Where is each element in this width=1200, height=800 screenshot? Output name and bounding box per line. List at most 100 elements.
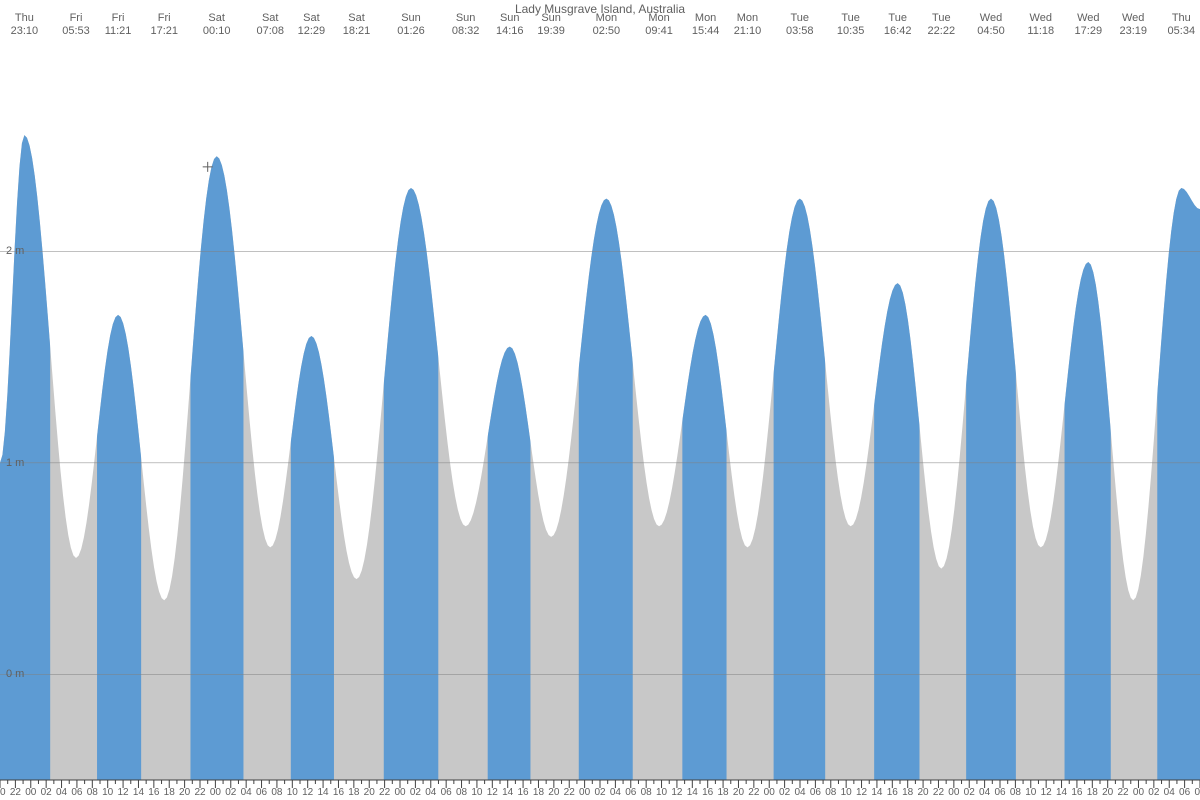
x-axis-label: 20 (918, 787, 929, 798)
header-column: Tue10:35 (837, 12, 865, 38)
header-day: Thu (11, 12, 39, 25)
header-day: Fri (62, 12, 90, 25)
header-time: 17:29 (1075, 25, 1103, 38)
x-axis-label: 08 (87, 787, 98, 798)
x-axis-label: 08 (825, 787, 836, 798)
header-column: Fri17:21 (150, 12, 178, 38)
x-axis-label: 06 (441, 787, 452, 798)
header-day: Mon (692, 12, 720, 25)
header-time: 01:26 (397, 25, 425, 38)
header-day: Sat (256, 12, 284, 25)
tide-chart: Lady Musgrave Island, Australia Thu23:10… (0, 0, 1200, 800)
x-axis-label: 00 (579, 787, 590, 798)
x-axis-label: 04 (56, 787, 67, 798)
x-axis-label: 22 (379, 787, 390, 798)
header-day: Tue (837, 12, 865, 25)
header-column: Tue22:22 (928, 12, 956, 38)
x-axis-label: 10 (656, 787, 667, 798)
header-day: Sat (203, 12, 231, 25)
header-column: Wed23:19 (1119, 12, 1147, 38)
header-day: Wed (1075, 12, 1103, 25)
header-column: Sun01:26 (397, 12, 425, 38)
x-axis-label: 02 (225, 787, 236, 798)
header-column: Sat00:10 (203, 12, 231, 38)
header-day: Sun (496, 12, 524, 25)
header-column: Sun08:32 (452, 12, 480, 38)
y-axis-label: 2 m (6, 245, 24, 257)
header-day: Sun (397, 12, 425, 25)
x-axis-label: 08 (271, 787, 282, 798)
header-time: 18:21 (343, 25, 371, 38)
x-axis-label: 12 (118, 787, 129, 798)
x-axis-label: 10 (1025, 787, 1036, 798)
header-time: 23:19 (1119, 25, 1147, 38)
header-column: Thu23:10 (11, 12, 39, 38)
x-axis-label: 06 (994, 787, 1005, 798)
header-time: 12:29 (298, 25, 326, 38)
header-day: Mon (734, 12, 762, 25)
x-axis-label: 04 (425, 787, 436, 798)
header-time: 17:21 (150, 25, 178, 38)
header-column: Sat18:21 (343, 12, 371, 38)
x-axis-label: 20 (1102, 787, 1113, 798)
header-time: 07:08 (256, 25, 284, 38)
header-time: 05:53 (62, 25, 90, 38)
y-axis-label: 0 m (6, 668, 24, 680)
header-time: 22:22 (928, 25, 956, 38)
header-column: Sat07:08 (256, 12, 284, 38)
x-axis-label: 04 (979, 787, 990, 798)
header-time: 15:44 (692, 25, 720, 38)
x-axis-label: 16 (333, 787, 344, 798)
header-column: Tue16:42 (884, 12, 912, 38)
x-axis-label: 06 (71, 787, 82, 798)
x-axis-label: 04 (241, 787, 252, 798)
y-axis-label: 1 m (6, 457, 24, 469)
header-column: Sun19:39 (537, 12, 565, 38)
header-day: Fri (105, 12, 132, 25)
header-column: Mon21:10 (734, 12, 762, 38)
x-axis-label: 14 (318, 787, 329, 798)
header-day: Fri (150, 12, 178, 25)
x-axis-label: 14 (1056, 787, 1067, 798)
header-time: 10:35 (837, 25, 865, 38)
header-column: Mon15:44 (692, 12, 720, 38)
x-axis-label: 18 (902, 787, 913, 798)
header-time: 04:50 (977, 25, 1005, 38)
x-axis-label: 10 (471, 787, 482, 798)
header-time: 23:10 (11, 25, 39, 38)
x-axis-label: 08 (1010, 787, 1021, 798)
chart-header-labels: Thu23:10Fri05:53Fri11:21Fri17:21Sat00:10… (0, 12, 1200, 40)
x-axis-label: 06 (810, 787, 821, 798)
x-axis-label: 22 (933, 787, 944, 798)
x-axis-label: 04 (1164, 787, 1175, 798)
x-axis-label: 10 (102, 787, 113, 798)
header-day: Wed (977, 12, 1005, 25)
header-time: 00:10 (203, 25, 231, 38)
header-day: Sat (343, 12, 371, 25)
x-axis-label: 20 (179, 787, 190, 798)
header-day: Tue (786, 12, 814, 25)
header-day: Sun (537, 12, 565, 25)
header-column: Wed11:18 (1027, 12, 1054, 38)
x-axis-label: 20 (364, 787, 375, 798)
x-axis-label: 12 (856, 787, 867, 798)
header-column: Mon09:41 (645, 12, 673, 38)
header-time: 21:10 (734, 25, 762, 38)
x-axis-label: 00 (764, 787, 775, 798)
x-axis-label: 18 (1087, 787, 1098, 798)
header-column: Wed17:29 (1075, 12, 1103, 38)
header-column: Tue03:58 (786, 12, 814, 38)
x-axis-label: 22 (748, 787, 759, 798)
x-axis-label: 22 (194, 787, 205, 798)
header-day: Mon (593, 12, 621, 25)
header-day: Tue (928, 12, 956, 25)
header-time: 08:32 (452, 25, 480, 38)
header-column: Fri05:53 (62, 12, 90, 38)
x-axis-label: 02 (410, 787, 421, 798)
x-axis-label: 20 (733, 787, 744, 798)
x-axis-label: 08 (456, 787, 467, 798)
x-axis-label: 02 (1148, 787, 1159, 798)
x-axis-label: 00 (25, 787, 36, 798)
header-time: 02:50 (593, 25, 621, 38)
x-axis-label: 08 (641, 787, 652, 798)
